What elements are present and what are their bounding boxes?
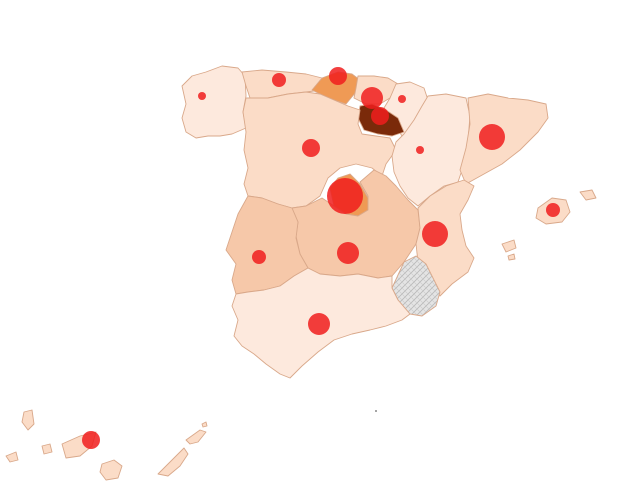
island-gran-canaria (99, 459, 123, 481)
region-galicia[interactable] (181, 65, 247, 139)
region-baleares[interactable] (501, 189, 597, 261)
bubble-extremadura[interactable] (252, 250, 266, 264)
bubble-layer (82, 67, 560, 449)
bubble-madrid[interactable] (327, 178, 363, 214)
island-menorca (579, 189, 597, 201)
island-el-hierro (5, 451, 19, 463)
island-ibiza (501, 239, 517, 253)
bubble-pais-vasco[interactable] (361, 87, 383, 109)
bubble-navarra[interactable] (398, 95, 406, 103)
island-formentera (507, 253, 516, 261)
island-fuerteventura (157, 447, 189, 477)
bubble-baleares[interactable] (546, 203, 560, 217)
bubble-canarias[interactable] (82, 431, 100, 449)
bubble-castilla-y-leon[interactable] (302, 139, 320, 157)
islet-dot (375, 410, 377, 412)
bubble-castilla-la-mancha[interactable] (337, 242, 359, 264)
bubble-aragon[interactable] (416, 146, 424, 154)
island-la-gomera (41, 443, 53, 455)
island-la-palma (21, 409, 35, 431)
island-lanzarote (185, 429, 207, 445)
island-graciosa (201, 421, 208, 428)
region-canarias[interactable] (5, 409, 208, 481)
bubble-cataluna[interactable] (479, 124, 505, 150)
bubble-comunidad-valenciana[interactable] (422, 221, 448, 247)
bubble-la-rioja[interactable] (371, 107, 389, 125)
bubble-andalucia[interactable] (308, 313, 330, 335)
bubble-asturias[interactable] (272, 73, 286, 87)
bubble-galicia[interactable] (198, 92, 206, 100)
bubble-cantabria[interactable] (329, 67, 347, 85)
